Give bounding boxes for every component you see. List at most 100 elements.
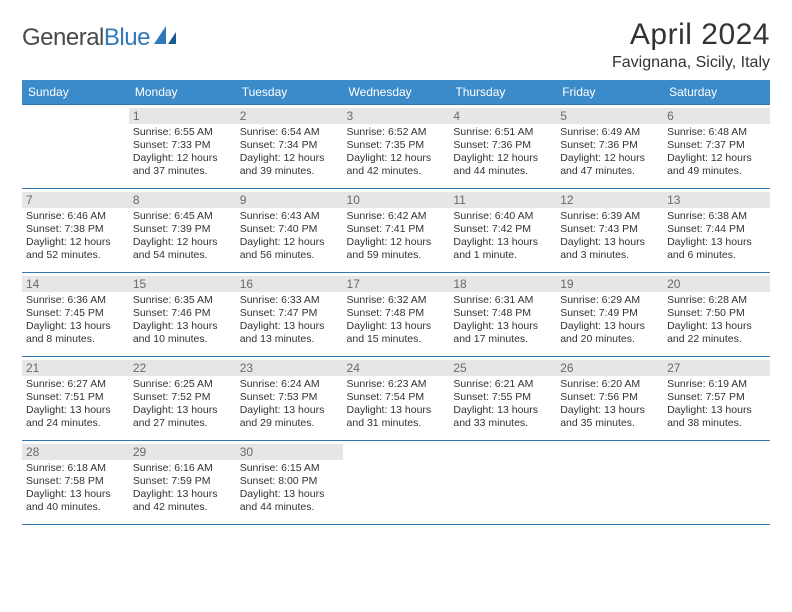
day-details: Sunrise: 6:32 AMSunset: 7:48 PMDaylight:… xyxy=(347,294,446,347)
day-number: 3 xyxy=(343,108,450,124)
calendar-row: 14 Sunrise: 6:36 AMSunset: 7:45 PMDayligh… xyxy=(22,273,770,357)
day-details: Sunrise: 6:52 AMSunset: 7:35 PMDaylight:… xyxy=(347,126,446,179)
day-details: Sunrise: 6:27 AMSunset: 7:51 PMDaylight:… xyxy=(26,378,125,431)
day-details: Sunrise: 6:24 AMSunset: 7:53 PMDaylight:… xyxy=(240,378,339,431)
calendar-cell: 22 Sunrise: 6:25 AMSunset: 7:52 PMDayligh… xyxy=(129,357,236,441)
calendar-row: 21 Sunrise: 6:27 AMSunset: 7:51 PMDayligh… xyxy=(22,357,770,441)
day-details: Sunrise: 6:43 AMSunset: 7:40 PMDaylight:… xyxy=(240,210,339,263)
calendar-cell: 29 Sunrise: 6:16 AMSunset: 7:59 PMDayligh… xyxy=(129,441,236,525)
calendar-cell: 9 Sunrise: 6:43 AMSunset: 7:40 PMDaylight… xyxy=(236,189,343,273)
day-number: 14 xyxy=(22,276,129,292)
day-number: 7 xyxy=(22,192,129,208)
day-number: 21 xyxy=(22,360,129,376)
day-details: Sunrise: 6:23 AMSunset: 7:54 PMDaylight:… xyxy=(347,378,446,431)
day-number: 2 xyxy=(236,108,343,124)
day-number: 19 xyxy=(556,276,663,292)
calendar-cell: 18Sunrise: 6:31 AMSunset: 7:48 PMDayligh… xyxy=(449,273,556,357)
day-number: 26 xyxy=(556,360,663,376)
calendar-cell: 4 Sunrise: 6:51 AMSunset: 7:36 PMDaylight… xyxy=(449,105,556,189)
calendar-cell xyxy=(663,441,770,525)
day-number: 4 xyxy=(449,108,556,124)
calendar-cell: 16 Sunrise: 6:33 AMSunset: 7:47 PMDayligh… xyxy=(236,273,343,357)
calendar-row: 7 Sunrise: 6:46 AMSunset: 7:38 PMDaylight… xyxy=(22,189,770,273)
title-block: April 2024 Favignana, Sicily, Italy xyxy=(612,18,770,72)
day-number: 17 xyxy=(343,276,450,292)
calendar-cell: 17 Sunrise: 6:32 AMSunset: 7:48 PMDayligh… xyxy=(343,273,450,357)
calendar-cell: 11 Sunrise: 6:40 AMSunset: 7:42 PMDayligh… xyxy=(449,189,556,273)
day-details: Sunrise: 6:25 AMSunset: 7:52 PMDaylight:… xyxy=(133,378,232,431)
day-details: Sunrise: 6:18 AMSunset: 7:58 PMDaylight:… xyxy=(26,462,125,515)
calendar-row: 28 Sunrise: 6:18 AMSunset: 7:58 PMDayligh… xyxy=(22,441,770,525)
calendar-cell: 24 Sunrise: 6:23 AMSunset: 7:54 PMDayligh… xyxy=(343,357,450,441)
weekday-header: Sunday xyxy=(22,80,129,105)
calendar-cell xyxy=(343,441,450,525)
weekday-header: Saturday xyxy=(663,80,770,105)
weekday-header: Friday xyxy=(556,80,663,105)
weekday-header: Monday xyxy=(129,80,236,105)
day-details: Sunrise: 6:16 AMSunset: 7:59 PMDaylight:… xyxy=(133,462,232,515)
weekday-header: Thursday xyxy=(449,80,556,105)
day-number: 30 xyxy=(236,444,343,460)
day-number: 5 xyxy=(556,108,663,124)
day-details: Sunrise: 6:54 AMSunset: 7:34 PMDaylight:… xyxy=(240,126,339,179)
day-number: 24 xyxy=(343,360,450,376)
day-number: 8 xyxy=(129,192,236,208)
calendar-cell xyxy=(22,105,129,189)
day-details: Sunrise: 6:40 AMSunset: 7:42 PMDaylight:… xyxy=(453,210,552,263)
day-number: 20 xyxy=(663,276,770,292)
day-number: 22 xyxy=(129,360,236,376)
day-number: 25 xyxy=(449,360,556,376)
day-number: 13 xyxy=(663,192,770,208)
day-details: Sunrise: 6:51 AMSunset: 7:36 PMDaylight:… xyxy=(453,126,552,179)
day-number: 10 xyxy=(343,192,450,208)
calendar-cell: 28 Sunrise: 6:18 AMSunset: 7:58 PMDayligh… xyxy=(22,441,129,525)
calendar-cell: 12 Sunrise: 6:39 AMSunset: 7:43 PMDayligh… xyxy=(556,189,663,273)
calendar-cell: 10 Sunrise: 6:42 AMSunset: 7:41 PMDayligh… xyxy=(343,189,450,273)
calendar-table: Sunday Monday Tuesday Wednesday Thursday… xyxy=(22,80,770,525)
calendar-cell: 30Sunrise: 6:15 AMSunset: 8:00 PMDayligh… xyxy=(236,441,343,525)
calendar-cell: 26 Sunrise: 6:20 AMSunset: 7:56 PMDayligh… xyxy=(556,357,663,441)
calendar-cell: 25 Sunrise: 6:21 AMSunset: 7:55 PMDayligh… xyxy=(449,357,556,441)
calendar-cell: 27 Sunrise: 6:19 AMSunset: 7:57 PMDayligh… xyxy=(663,357,770,441)
day-number: 12 xyxy=(556,192,663,208)
weekday-header-row: Sunday Monday Tuesday Wednesday Thursday… xyxy=(22,80,770,105)
calendar-cell: 1 Sunrise: 6:55 AMSunset: 7:33 PMDaylight… xyxy=(129,105,236,189)
calendar-cell: 7 Sunrise: 6:46 AMSunset: 7:38 PMDaylight… xyxy=(22,189,129,273)
calendar-row: 1 Sunrise: 6:55 AMSunset: 7:33 PMDaylight… xyxy=(22,105,770,189)
day-details: Sunrise: 6:55 AMSunset: 7:33 PMDaylight:… xyxy=(133,126,232,179)
day-details: Sunrise: 6:39 AMSunset: 7:43 PMDaylight:… xyxy=(560,210,659,263)
calendar-cell: 20Sunrise: 6:28 AMSunset: 7:50 PMDayligh… xyxy=(663,273,770,357)
logo-text-blue: Blue xyxy=(104,24,150,51)
day-details: Sunrise: 6:38 AMSunset: 7:44 PMDaylight:… xyxy=(667,210,766,263)
day-number: 16 xyxy=(236,276,343,292)
day-number: 1 xyxy=(129,108,236,124)
month-title: April 2024 xyxy=(612,18,770,52)
calendar-cell: 2 Sunrise: 6:54 AMSunset: 7:34 PMDaylight… xyxy=(236,105,343,189)
day-details: Sunrise: 6:29 AMSunset: 7:49 PMDaylight:… xyxy=(560,294,659,347)
day-details: Sunrise: 6:45 AMSunset: 7:39 PMDaylight:… xyxy=(133,210,232,263)
day-number: 28 xyxy=(22,444,129,460)
day-details: Sunrise: 6:42 AMSunset: 7:41 PMDaylight:… xyxy=(347,210,446,263)
day-number: 15 xyxy=(129,276,236,292)
calendar-cell: 3 Sunrise: 6:52 AMSunset: 7:35 PMDaylight… xyxy=(343,105,450,189)
logo-sail-icon xyxy=(152,24,178,49)
calendar-cell: 8 Sunrise: 6:45 AMSunset: 7:39 PMDaylight… xyxy=(129,189,236,273)
day-number: 11 xyxy=(449,192,556,208)
day-details: Sunrise: 6:19 AMSunset: 7:57 PMDaylight:… xyxy=(667,378,766,431)
day-details: Sunrise: 6:36 AMSunset: 7:45 PMDaylight:… xyxy=(26,294,125,347)
day-number: 27 xyxy=(663,360,770,376)
day-details: Sunrise: 6:20 AMSunset: 7:56 PMDaylight:… xyxy=(560,378,659,431)
calendar-cell: 21 Sunrise: 6:27 AMSunset: 7:51 PMDayligh… xyxy=(22,357,129,441)
calendar-page: GeneralBlue April 2024 Favignana, Sicily… xyxy=(0,0,792,525)
calendar-cell: 19 Sunrise: 6:29 AMSunset: 7:49 PMDayligh… xyxy=(556,273,663,357)
calendar-cell: 6Sunrise: 6:48 AMSunset: 7:37 PMDaylight… xyxy=(663,105,770,189)
calendar-cell: 5Sunrise: 6:49 AMSunset: 7:36 PMDaylight… xyxy=(556,105,663,189)
day-number: 9 xyxy=(236,192,343,208)
day-details: Sunrise: 6:31 AMSunset: 7:48 PMDaylight:… xyxy=(453,294,552,347)
day-details: Sunrise: 6:46 AMSunset: 7:38 PMDaylight:… xyxy=(26,210,125,263)
day-details: Sunrise: 6:21 AMSunset: 7:55 PMDaylight:… xyxy=(453,378,552,431)
day-details: Sunrise: 6:48 AMSunset: 7:37 PMDaylight:… xyxy=(667,126,766,179)
day-number: 29 xyxy=(129,444,236,460)
day-details: Sunrise: 6:33 AMSunset: 7:47 PMDaylight:… xyxy=(240,294,339,347)
weekday-header: Tuesday xyxy=(236,80,343,105)
